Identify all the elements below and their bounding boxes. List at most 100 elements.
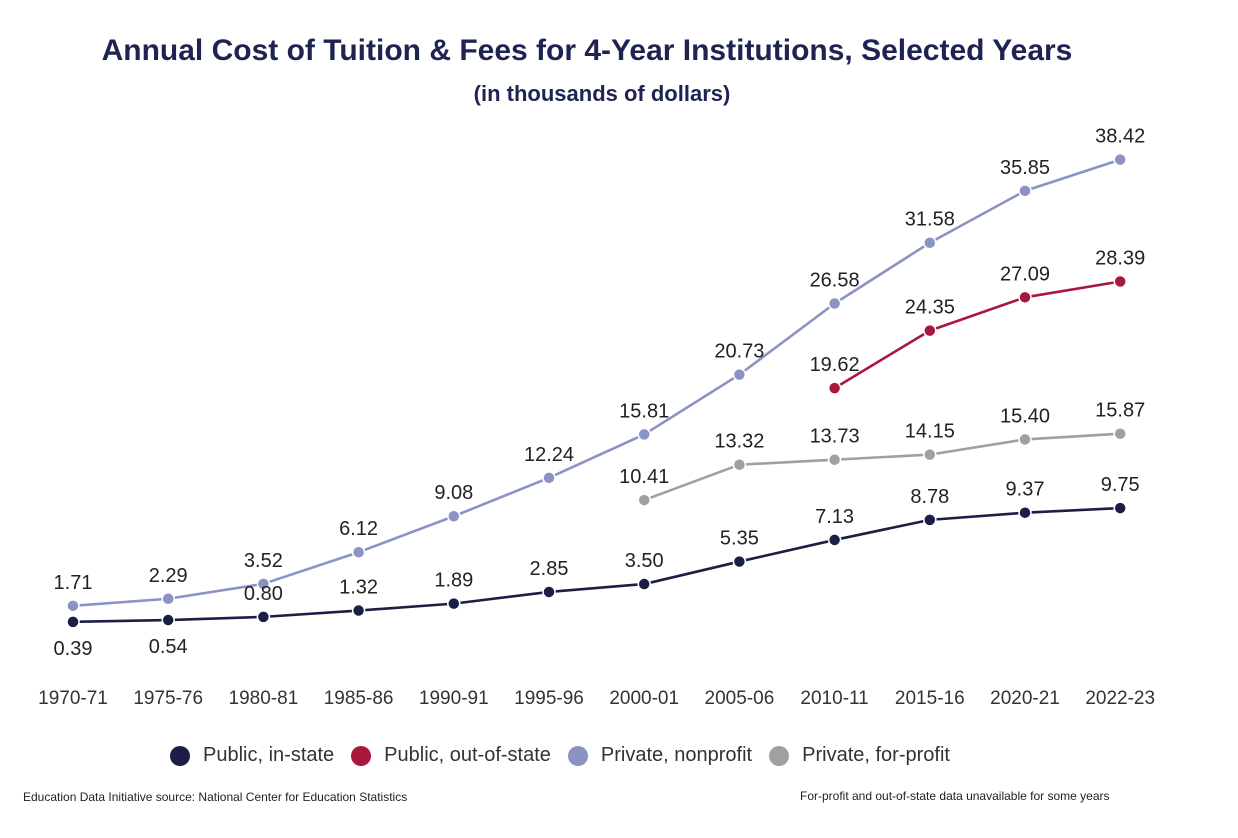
chart-subtitle: (in thousands of dollars) <box>473 81 731 106</box>
series-line <box>72 506 1121 624</box>
data-point <box>66 599 80 613</box>
x-tick-label: 1980-81 <box>229 688 299 709</box>
legend-label-private-for-profit: Private, for-profit <box>802 744 950 766</box>
data-point <box>351 545 366 559</box>
source-note: Education Data Initiative source: Nation… <box>23 790 408 804</box>
data-point <box>637 577 651 591</box>
x-tick-label: 2020-21 <box>990 688 1060 709</box>
data-point <box>827 452 842 467</box>
data-label: 24.35 <box>905 297 955 319</box>
data-point <box>732 457 747 472</box>
data-label: 7.13 <box>815 506 854 528</box>
data-label: 14.15 <box>905 421 955 443</box>
data-point <box>637 427 651 442</box>
legend-item-public-in-state: Public, in-state <box>170 744 334 767</box>
data-point <box>1113 501 1127 515</box>
data-label: 9.75 <box>1101 474 1140 496</box>
data-point <box>827 381 842 395</box>
data-label: 9.37 <box>1006 479 1045 501</box>
data-point <box>447 509 461 523</box>
legend-marker-public-out-of-state <box>351 745 372 766</box>
legend-item-public-out-of-state: Public, out-of-state <box>351 744 551 767</box>
x-tick-label: 2000-01 <box>609 688 679 709</box>
x-tick-label: 1970-71 <box>38 688 108 709</box>
data-label: 15.87 <box>1095 400 1145 422</box>
data-label: 15.40 <box>1000 405 1050 427</box>
legend: Public, in-state Public, out-of-state Pr… <box>170 744 967 767</box>
data-point <box>732 554 747 569</box>
data-label: 3.52 <box>244 550 283 572</box>
data-point <box>542 471 556 485</box>
data-label: 13.32 <box>714 431 764 453</box>
data-label: 9.08 <box>434 482 473 504</box>
data-label: 2.85 <box>530 558 569 580</box>
data-point <box>1018 184 1032 198</box>
data-point <box>256 610 271 624</box>
data-point <box>923 323 937 338</box>
data-label: 13.73 <box>810 426 860 448</box>
data-point <box>1018 505 1032 520</box>
data-label: 1.89 <box>434 570 473 592</box>
series-private-for-profit <box>637 426 1127 507</box>
data-point <box>923 447 937 462</box>
data-point <box>161 592 175 606</box>
legend-marker-private-nonprofit <box>567 745 588 766</box>
legend-marker-public-in-state <box>170 745 190 766</box>
data-label: 38.42 <box>1095 126 1145 148</box>
series-private-nonprofit <box>66 152 1127 613</box>
data-point <box>1018 290 1032 305</box>
series-line <box>72 158 1121 608</box>
data-label: 19.62 <box>810 354 860 376</box>
x-tick-label: 1995-96 <box>514 688 584 709</box>
series-line <box>643 432 1121 502</box>
data-point <box>542 585 556 599</box>
legend-label-private-nonprofit: Private, nonprofit <box>600 744 753 766</box>
data-label: 26.58 <box>810 270 860 292</box>
series-public-in-state <box>66 501 1127 629</box>
x-tick-label: 2022-23 <box>1085 688 1155 709</box>
data-label: 15.81 <box>619 400 669 422</box>
data-label: 5.35 <box>720 528 759 550</box>
data-label: 0.39 <box>54 638 93 660</box>
data-point <box>827 533 842 547</box>
data-label: 6.12 <box>339 518 378 540</box>
data-point <box>923 513 937 527</box>
x-tick-label: 2010-11 <box>800 688 868 709</box>
data-point <box>1113 426 1127 441</box>
data-label: 1.32 <box>339 577 378 599</box>
data-label: 1.71 <box>54 572 93 594</box>
x-tick-label: 1990-91 <box>419 688 489 709</box>
legend-marker-private-for-profit <box>769 745 790 766</box>
data-label: 0.80 <box>244 583 283 605</box>
data-label: 28.39 <box>1095 248 1145 270</box>
data-label: 35.85 <box>1000 157 1050 179</box>
x-tick-label: 2005-06 <box>705 688 775 709</box>
line-chart: 1970-71 1975-76 1980-81 1985-86 1990-91 1995-… <box>38 126 1155 709</box>
legend-label-public-out-of-state: Public, out-of-state <box>384 744 551 766</box>
data-label: 8.78 <box>910 486 949 508</box>
series-public-out-of-state <box>827 274 1127 395</box>
data-label: 12.24 <box>524 444 574 466</box>
data-point <box>1018 432 1032 447</box>
legend-item-private-for-profit: Private, for-profit <box>769 744 950 767</box>
data-label: 27.09 <box>1000 263 1050 285</box>
data-label: 2.29 <box>149 565 188 587</box>
chart-title: Annual Cost of Tuition & Fees for 4-Year… <box>101 34 1073 67</box>
x-tick-label: 2015-16 <box>895 688 965 709</box>
data-label: 10.41 <box>619 466 669 488</box>
series-line <box>833 280 1121 390</box>
data-label: 20.73 <box>714 341 764 363</box>
data-point <box>256 577 271 591</box>
availability-note: For-profit and out-of-state data unavail… <box>800 789 1110 803</box>
data-point <box>447 596 461 611</box>
data-point <box>923 235 937 250</box>
data-point <box>1113 274 1127 289</box>
data-point <box>732 367 747 382</box>
data-point <box>637 493 651 507</box>
x-tick-label: 1985-86 <box>324 688 394 709</box>
data-point <box>1113 152 1127 167</box>
x-tick-label: 1975-76 <box>133 688 203 709</box>
data-label: 0.54 <box>149 636 188 658</box>
legend-label-public-in-state: Public, in-state <box>203 744 335 766</box>
data-point <box>351 603 366 618</box>
